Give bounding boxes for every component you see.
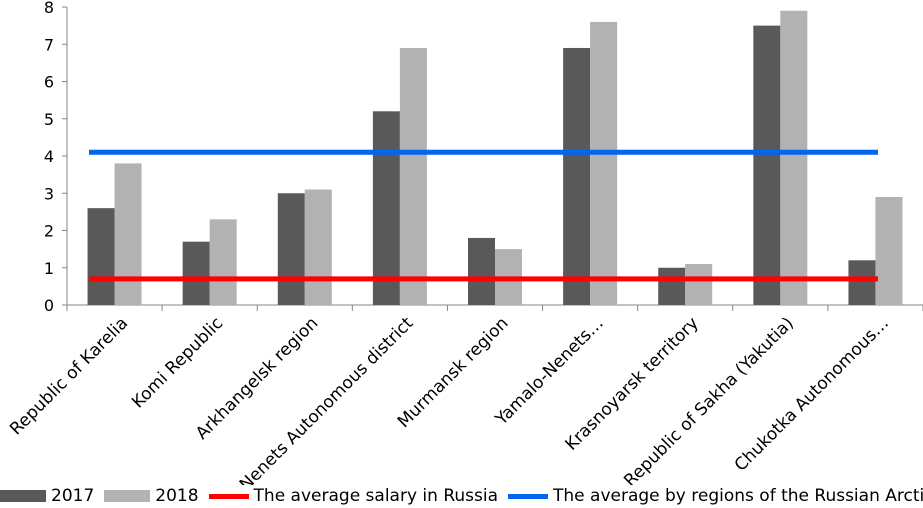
y-tick-label-0: 0: [44, 296, 54, 315]
bar-2018-komi-republic: [209, 219, 237, 305]
bar-2017-republic-of-sakha-yakutia: [753, 25, 781, 305]
bar-2017-yamalo-nenets: [563, 47, 591, 305]
x-tick-label-republic-of-sakha-yakutia: Republic of Sakha (Yakutia): [620, 313, 798, 485]
bar-2017-chukotka-autonomous: [848, 260, 876, 305]
bar-2018-yamalo-nenets: [590, 21, 618, 306]
y-tick-label-2: 2: [44, 222, 54, 241]
bar-2018-arkhangelsk-region: [304, 189, 332, 305]
y-tick-label-8: 8: [44, 0, 54, 17]
legend-label-average-russian-arctic: The average by regions of the Russian Ar…: [553, 486, 923, 506]
bar-2018-chukotka-autonomous: [875, 196, 903, 305]
bar-2018-republic-of-karelia: [114, 163, 142, 305]
x-tick-label-komi-republic: Komi Republic: [128, 313, 227, 412]
y-tick-label-3: 3: [44, 184, 54, 203]
x-tick-label-chukotka-autonomous: Chukotka Autonomous…: [731, 313, 893, 475]
legend-item-average-russian-arctic: The average by regions of the Russian Ar…: [508, 486, 923, 506]
legend-swatch-2018: [104, 490, 151, 502]
y-tick-label-5: 5: [44, 110, 54, 129]
bar-2018-republic-of-sakha-yakutia: [780, 10, 808, 305]
legend-item-2017: 2017: [0, 486, 94, 506]
bar-2017-nenets-autonomous-district: [372, 111, 400, 305]
x-tick-label-nenets-autonomous-district: Nenets Autonomous district: [236, 313, 418, 485]
bar-2017-komi-republic: [182, 241, 210, 305]
y-tick-label-1: 1: [44, 259, 54, 278]
x-tick-label-republic-of-karelia: Republic of Karelia: [6, 313, 132, 439]
legend: 2017 2018 The average salary in Russia T…: [0, 485, 923, 507]
bar-2017-republic-of-karelia: [87, 208, 115, 305]
legend-swatch-2017: [0, 490, 46, 502]
legend-item-average-salary-russia: The average salary in Russia: [208, 486, 498, 506]
y-tick-label-6: 6: [44, 73, 54, 92]
legend-swatch-average-russian-arctic: [508, 493, 548, 499]
bar-2018-krasnoyarsk-territory: [685, 264, 713, 305]
legend-label-average-salary-russia: The average salary in Russia: [253, 486, 498, 506]
y-tick-label-4: 4: [44, 147, 54, 166]
bar-2017-krasnoyarsk-territory: [658, 267, 686, 305]
bar-2017-arkhangelsk-region: [277, 193, 305, 305]
bar-2018-nenets-autonomous-district: [399, 47, 427, 305]
bar-2017-murmansk-region: [468, 237, 495, 305]
legend-label-2017: 2017: [51, 486, 95, 506]
y-tick-label-7: 7: [44, 35, 54, 54]
legend-label-2018: 2018: [155, 486, 199, 506]
legend-swatch-average-salary-russia: [208, 493, 249, 499]
legend-item-2018: 2018: [104, 486, 199, 506]
